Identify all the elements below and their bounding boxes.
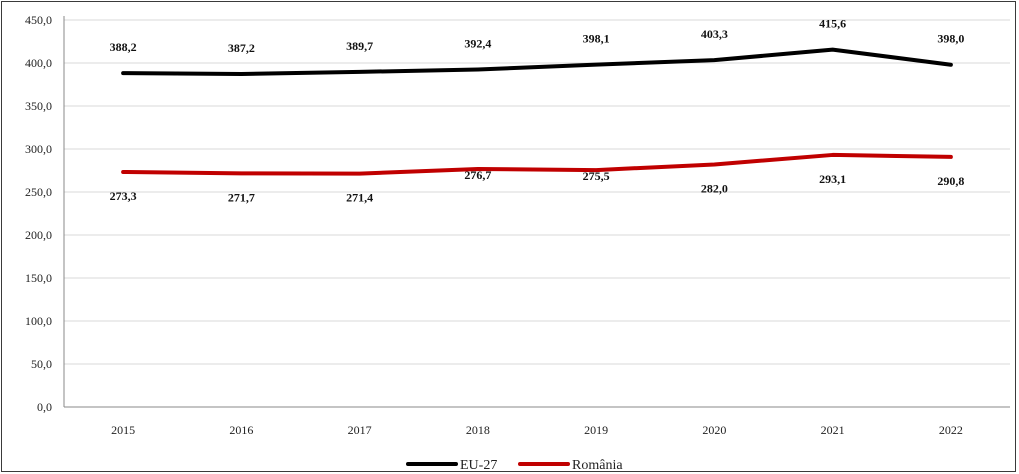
gridlines	[64, 19, 1010, 365]
y-tick-label: 400,0	[25, 56, 52, 70]
x-tick-label: 2021	[821, 423, 845, 437]
data-label-eu27: 415,6	[819, 17, 846, 31]
x-axis: 2015 2016 2017 2018 2019 2020 2021 2022	[64, 406, 1010, 437]
data-label-romania: 275,5	[583, 169, 610, 183]
x-tick-label: 2018	[466, 423, 490, 437]
y-tick-label: 250,0	[25, 185, 52, 199]
data-label-eu27: 398,1	[583, 32, 610, 46]
y-tick-label: 350,0	[25, 99, 52, 113]
x-tick-label: 2022	[939, 423, 963, 437]
y-tick-label: 300,0	[25, 142, 52, 156]
y-tick-label: 150,0	[25, 271, 52, 285]
data-label-eu27: 403,3	[701, 27, 728, 41]
data-label-romania: 293,1	[819, 172, 846, 186]
x-tick-label: 2020	[702, 423, 726, 437]
y-tick-label: 50,0	[31, 357, 52, 371]
y-tick-label: 450,0	[25, 13, 52, 27]
y-tick-label: 200,0	[25, 228, 52, 242]
x-tick-label: 2017	[348, 423, 372, 437]
data-label-eu27: 389,7	[346, 39, 373, 53]
legend-label-eu27: EU-27	[460, 458, 497, 473]
x-tick-label: 2019	[584, 423, 608, 437]
data-label-romania: 290,8	[937, 174, 964, 188]
data-label-eu27: 387,2	[228, 41, 255, 55]
data-label-eu27: 398,0	[937, 32, 964, 46]
y-tick-label: 100,0	[25, 314, 52, 328]
x-tick-label: 2015	[111, 423, 135, 437]
series-line-romania	[121, 152, 953, 176]
x-tick-label: 2016	[229, 423, 253, 437]
data-label-eu27: 392,4	[464, 37, 491, 51]
data-label-romania: 271,4	[346, 191, 373, 205]
series-line-eu27	[121, 47, 953, 77]
data-labels: 388,2 387,2 389,7 392,4 398,1 403,3 415,6 398,0…	[110, 17, 965, 205]
y-tick-label: 0,0	[37, 400, 52, 414]
y-axis: 0,0 50,0 100,0 150,0 200,0 250,0 300,0 350,0 400…	[25, 13, 65, 414]
data-label-romania: 273,3	[110, 189, 137, 203]
legend-label-romania: România	[572, 458, 623, 473]
data-label-romania: 271,7	[228, 190, 255, 204]
data-label-eu27: 388,2	[110, 40, 137, 54]
legend: EU-27 România	[406, 458, 623, 473]
data-label-romania: 276,7	[464, 168, 491, 182]
data-label-romania: 282,0	[701, 181, 728, 195]
series-lines	[121, 47, 953, 176]
